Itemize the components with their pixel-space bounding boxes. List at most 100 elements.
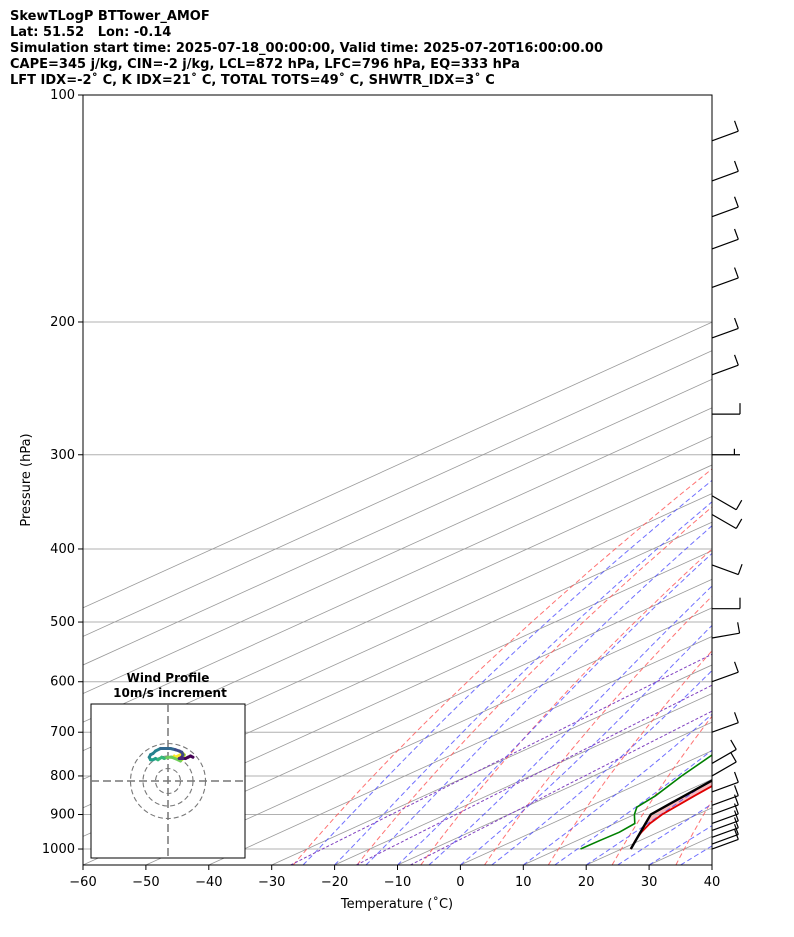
isotherm (83, 407, 712, 695)
wind-barb-staff (711, 804, 739, 816)
isotherm (83, 435, 712, 723)
moist-adiabat (428, 585, 712, 865)
wind-barb (711, 160, 739, 182)
wind-barb-flag (733, 120, 739, 132)
dry-adiabat (740, 95, 794, 865)
wind-barb (711, 712, 739, 733)
wind-barb-flag (733, 803, 739, 815)
dry-adiabat (356, 506, 712, 865)
wind-barb-flag (733, 828, 739, 840)
wind-barb (711, 120, 739, 142)
isotherm (83, 578, 712, 865)
dry-adiabat (484, 595, 712, 865)
dry-adiabat (611, 715, 712, 865)
isotherm (83, 550, 712, 837)
wind-barb-staff (711, 364, 739, 376)
profile-lines (580, 754, 712, 850)
y-tick-label: 600 (50, 675, 75, 690)
wind-barb (711, 810, 739, 832)
x-tick-label: −10 (384, 875, 411, 890)
wind-barb (711, 771, 739, 793)
wind-barb-staff (711, 277, 739, 289)
wind-barb (711, 752, 737, 777)
moist-adiabat (460, 624, 712, 865)
wind-barbs (711, 120, 743, 850)
cape-lower-area (684, 780, 712, 796)
x-tick-label: −50 (132, 875, 159, 890)
wind-barb-flag (733, 817, 739, 828)
wind-barb (711, 661, 739, 683)
isotherm (523, 778, 712, 865)
wind-barb-flag (733, 712, 739, 723)
x-tick-label: 30 (641, 875, 658, 890)
isotherm (83, 350, 712, 637)
wind-barb (711, 739, 737, 764)
wind-barb-staff (711, 833, 739, 845)
x-tick-label: 40 (704, 875, 721, 890)
isotherm (83, 321, 712, 609)
y-tick-label: 800 (50, 769, 75, 784)
indices-line-1: CAPE=345 j/kg, CIN=-2 j/kg, LCL=872 hPa,… (10, 57, 520, 72)
wind-barb (711, 803, 739, 825)
wind-barb (711, 785, 739, 806)
x-axis-label: Temperature (˚C) (340, 896, 453, 912)
wind-barb-flag (733, 661, 739, 673)
wind-barb (711, 317, 739, 339)
moist-adiabat (554, 749, 712, 865)
wind-barb-flag (735, 499, 743, 511)
wind-barb-flag (733, 771, 739, 783)
parcel-line (629, 779, 712, 850)
background-grid (83, 95, 794, 865)
indices-line-2: LFT IDX=-2˚ C, K IDX=21˚ C, TOTAL TOTS=4… (10, 73, 495, 88)
moist-adiabat (522, 713, 712, 865)
y-axis-label: Pressure (hPa) (19, 433, 34, 526)
wind-barb-staff (711, 671, 739, 683)
wind-barb-flag (733, 228, 739, 240)
wind-barb-flag (733, 160, 739, 172)
wind-barb (712, 597, 741, 610)
isotherm (145, 607, 712, 865)
moist-adiabat (365, 525, 712, 865)
wind-barb-flag (733, 354, 739, 366)
wind-barb (711, 513, 743, 529)
moist-adiabat (680, 845, 712, 865)
wind-barb-flag (733, 317, 739, 329)
y-axis-ticks: 100 200 300 400 500 600 700 800 900 1000 (42, 88, 83, 857)
location-line: Lat: 51.52 Lon: -0.14 (10, 25, 172, 40)
hodograph-title: Wind Profile (127, 671, 210, 685)
moist-adiabat (334, 501, 712, 865)
x-tick-label: −60 (69, 875, 96, 890)
time-line: Simulation start time: 2025-07-18_00:00:… (10, 41, 603, 56)
wind-barb-flag (733, 196, 739, 208)
wind-barb-staff (711, 795, 739, 806)
hodograph-inset: Wind Profile 10m/s increment (90, 671, 246, 859)
hodograph-subtitle: 10m/s increment (113, 686, 227, 700)
isotherm (334, 693, 712, 865)
wind-barb (711, 228, 739, 250)
isotherm (83, 378, 712, 666)
wind-barb-flag (733, 785, 739, 796)
moist-adiabat (711, 864, 712, 865)
wind-barb-staff (711, 813, 739, 825)
y-tick-label: 500 (50, 615, 75, 630)
dewpoint-line (580, 754, 712, 850)
wind-barb-staff (711, 748, 737, 764)
wind-barb-staff (711, 722, 739, 733)
wind-barb-staff (711, 838, 739, 850)
moist-adiabat (617, 803, 712, 865)
y-tick-label: 300 (50, 448, 75, 463)
wind-barb (712, 403, 741, 415)
wind-barb-staff (711, 130, 739, 142)
mixing-ratio-line (290, 653, 712, 865)
moist-adiabat (491, 669, 712, 865)
x-tick-label: 0 (456, 875, 464, 890)
dry-adiabat (547, 650, 712, 865)
wind-barb-staff (711, 495, 737, 511)
x-tick-label: −30 (258, 875, 285, 890)
wind-barb (711, 828, 739, 850)
moist-adiabat (585, 778, 712, 865)
wind-barb-staff (711, 827, 739, 838)
wind-barb-staff (711, 513, 737, 529)
x-tick-label: −20 (321, 875, 348, 890)
dry-adiabat (292, 468, 712, 865)
